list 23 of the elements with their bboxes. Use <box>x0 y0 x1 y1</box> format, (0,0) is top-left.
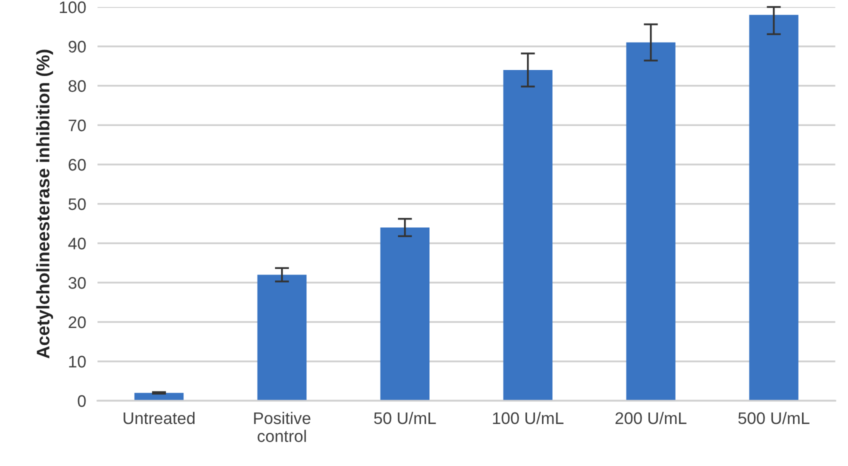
y-tick-label: 70 <box>68 120 86 132</box>
x-tick-label: 500 U/mL <box>738 412 810 424</box>
x-tick-label: Positive control <box>254 412 310 442</box>
y-tick-label: 80 <box>68 80 86 92</box>
y-tick-label: 60 <box>68 158 86 171</box>
y-tick-label: 20 <box>68 316 86 328</box>
x-tick-label: 100 U/mL <box>493 412 564 424</box>
bar <box>380 228 430 401</box>
x-tick-label: 200 U/mL <box>616 412 686 424</box>
y-tick-label: 40 <box>68 238 86 250</box>
y-tick-label: 10 <box>69 356 86 368</box>
y-tick-label: 50 <box>68 198 86 210</box>
y-axis-title: Acetylcholineesterase inhibition (%) <box>36 50 54 358</box>
bar <box>257 274 307 401</box>
x-tick-label: 50 U/mL <box>374 412 436 424</box>
bar <box>626 42 676 401</box>
bar <box>503 70 552 401</box>
y-tick-label: 90 <box>68 40 86 53</box>
y-tick-label: 100 <box>60 1 86 14</box>
y-tick-label: 0 <box>78 395 86 407</box>
x-tick-label: Untreated <box>124 412 195 424</box>
bar <box>749 14 798 401</box>
y-tick-label: 30 <box>68 277 86 289</box>
